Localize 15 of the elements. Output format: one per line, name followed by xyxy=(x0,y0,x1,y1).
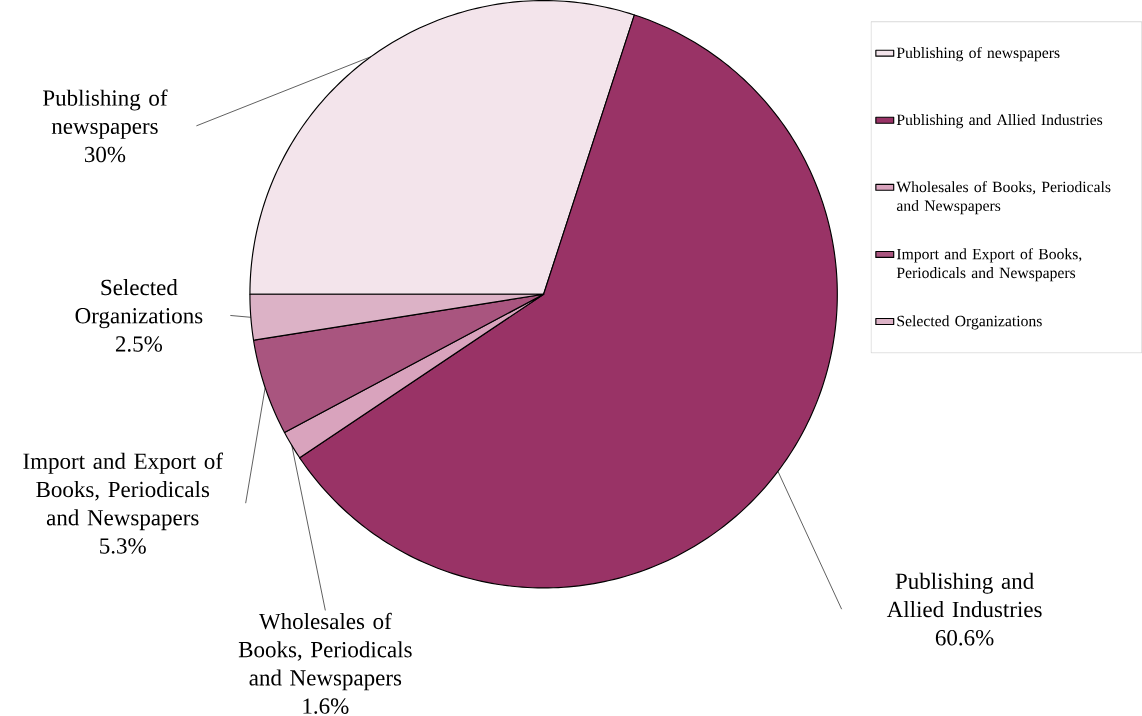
legend-label: Wholesales of Books, Periodicals and Newspapers xyxy=(896,181,1111,215)
legend-label: Selected Organizations xyxy=(897,315,1042,330)
data-label: 2.5% xyxy=(115,336,163,352)
legend-label: Publishing of newspapers xyxy=(896,46,1060,62)
data-label: 5.3% xyxy=(100,538,146,554)
slice-label: Selected Organizations xyxy=(75,279,203,329)
legend-label: Import and Export of Books, Periodicals and Newspapers xyxy=(896,248,1082,282)
data-label: 60.6% xyxy=(935,629,994,646)
slice-label: Import and Export of Books, Periodicals and Newspapers xyxy=(23,452,223,531)
slice-label: Wholesales of Books, Periodicals and Newspapers xyxy=(238,612,412,691)
slice-label: Publishing of newspapers xyxy=(42,89,168,139)
legend-label: Publishing and Allied Industries xyxy=(896,114,1103,129)
slice-label: Publishing and Allied Industries xyxy=(886,572,1042,618)
data-label: 1.6% xyxy=(303,698,349,714)
data-label: 30% xyxy=(84,146,126,163)
